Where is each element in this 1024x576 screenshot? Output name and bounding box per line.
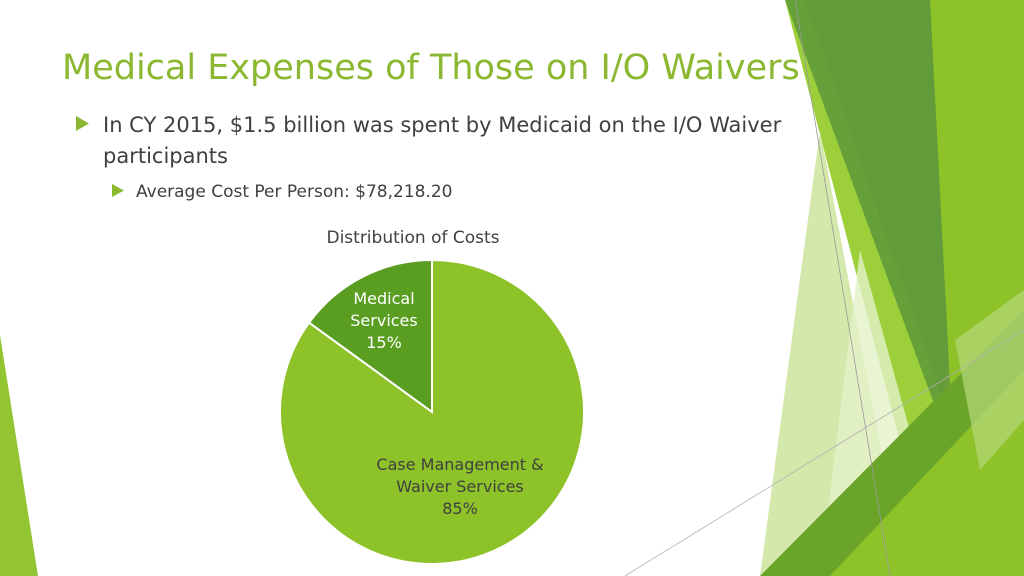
- decor-shape: [955, 290, 1024, 470]
- decor-line: [624, 329, 1024, 576]
- decor-line: [794, 0, 891, 576]
- data-label-line: 15%: [366, 333, 402, 352]
- data-label-line: 85%: [442, 499, 478, 518]
- pie-slice-medical-services: [307, 258, 433, 414]
- data-label-case-management: Case Management & Waiver Services 85%: [376, 455, 543, 518]
- data-label-line: Medical: [353, 289, 414, 308]
- triangle-right-icon: [112, 184, 124, 197]
- chart-title: Distribution of Costs: [326, 228, 500, 248]
- data-label-medical-services: Medical Services 15%: [350, 289, 417, 352]
- pie-slice-case-management: [279, 258, 585, 565]
- decor-shape: [0, 335, 38, 576]
- triangle-right-icon: [76, 116, 89, 131]
- data-label-line: Case Management &: [376, 455, 543, 474]
- bullet-text: Average Cost Per Person: $78,218.20: [136, 182, 453, 202]
- page-title: Medical Expenses of Those on I/O Waivers: [62, 48, 800, 88]
- bullet-text: In CY 2015, $1.5 billion was spent by Me…: [103, 113, 782, 168]
- data-label-line: Waiver Services: [396, 477, 524, 496]
- data-label-line: Services: [350, 311, 417, 330]
